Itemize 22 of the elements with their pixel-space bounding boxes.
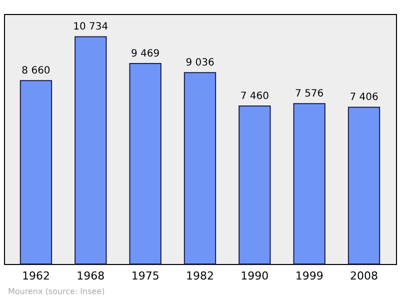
data-label: 10 734 [73, 22, 108, 33]
data-label: 9 036 [186, 58, 214, 69]
x-tick-label: 1982 [186, 270, 214, 282]
text: Mourenx (source: Insee) [8, 287, 105, 296]
data-label: 7 576 [295, 88, 324, 100]
data-label: 8 660 [22, 66, 50, 77]
x-tick-label: 1962 [22, 270, 50, 282]
bar [74, 36, 107, 264]
bar [348, 106, 380, 264]
bar [184, 72, 216, 264]
x-tick-label: 1990 [240, 270, 269, 282]
data-label: 7 406 [350, 92, 378, 104]
bar [238, 106, 271, 264]
bar [293, 103, 326, 264]
x-tick-label: 1975 [131, 270, 160, 282]
x-tick-label: 1999 [295, 270, 324, 282]
bar [129, 63, 162, 264]
data-label: 7 460 [240, 91, 269, 102]
x-tick-label: 2008 [350, 270, 378, 282]
x-tick-label: 1968 [76, 270, 105, 282]
data-label: 9 469 [131, 48, 160, 60]
bar [20, 80, 52, 264]
